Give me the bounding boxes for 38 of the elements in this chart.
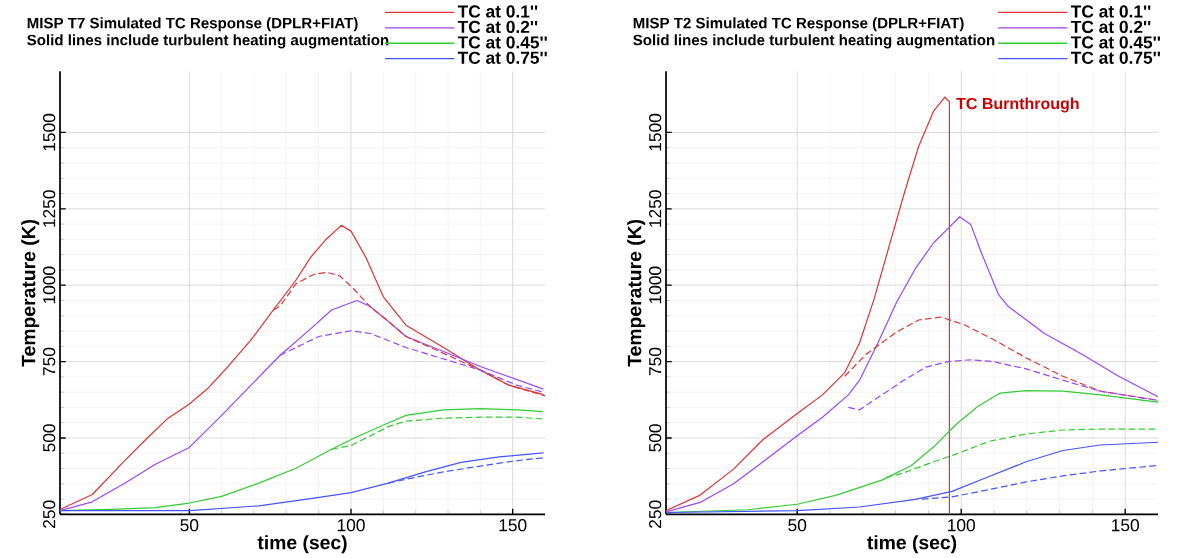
y-tick-label: 250 [649, 500, 662, 529]
y-axis-title: Temperature (K) [627, 220, 646, 367]
y-tick-label: 1000 [649, 266, 662, 304]
x-tick-label: 150 [1112, 519, 1139, 532]
legend-label: TC at 0.2'' [457, 20, 538, 34]
x-tick-label: 100 [337, 519, 365, 532]
y-tick-label: 1500 [43, 114, 56, 151]
y-tick-label: 750 [43, 347, 56, 376]
y-tick-label: 1250 [649, 190, 662, 227]
line-series [59, 452, 544, 512]
x-tick-label: 100 [948, 519, 975, 532]
chart-subtitle: Solid lines include turbulent heating augmentation [633, 34, 995, 49]
chart-title: MISP T7 Simulated TC Response (DPLR+FIAT) [27, 17, 358, 32]
legend-label: TC at 0.45'' [1070, 36, 1160, 49]
y-tick-label: 750 [649, 347, 662, 376]
chart-subtitle: Solid lines include turbulent heating augmentation [27, 34, 389, 49]
chart-title: MISP T2 Simulated TC Response (DPLR+FIAT) [633, 17, 964, 32]
x-tick-label: 150 [499, 519, 527, 532]
x-axis-title: time (sec) [257, 535, 347, 554]
line-series [847, 359, 1159, 411]
y-axis-title: Temperature (K) [21, 220, 40, 367]
legend-label: TC at 0.1'' [1070, 5, 1151, 18]
y-tick-label: 1250 [43, 190, 56, 227]
y-tick-label: 1000 [43, 266, 56, 304]
legend-label: TC at 0.2'' [1070, 20, 1151, 34]
y-tick-label: 1500 [649, 114, 662, 151]
legend-label: TC at 0.1'' [457, 5, 538, 18]
legend-label: TC at 0.75'' [1070, 51, 1160, 65]
x-tick-label: 50 [788, 519, 807, 532]
y-tick-label: 500 [43, 424, 56, 452]
line-series [59, 300, 544, 512]
y-tick-label: 500 [649, 424, 662, 452]
annotation: TC Burnthrough [956, 97, 1079, 113]
x-tick-label: 50 [180, 519, 199, 532]
legend-label: TC at 0.45'' [457, 36, 547, 49]
y-tick-label: 250 [43, 500, 56, 529]
legend-label: TC at 0.75'' [457, 51, 547, 65]
x-axis-title: time (sec) [867, 535, 957, 554]
